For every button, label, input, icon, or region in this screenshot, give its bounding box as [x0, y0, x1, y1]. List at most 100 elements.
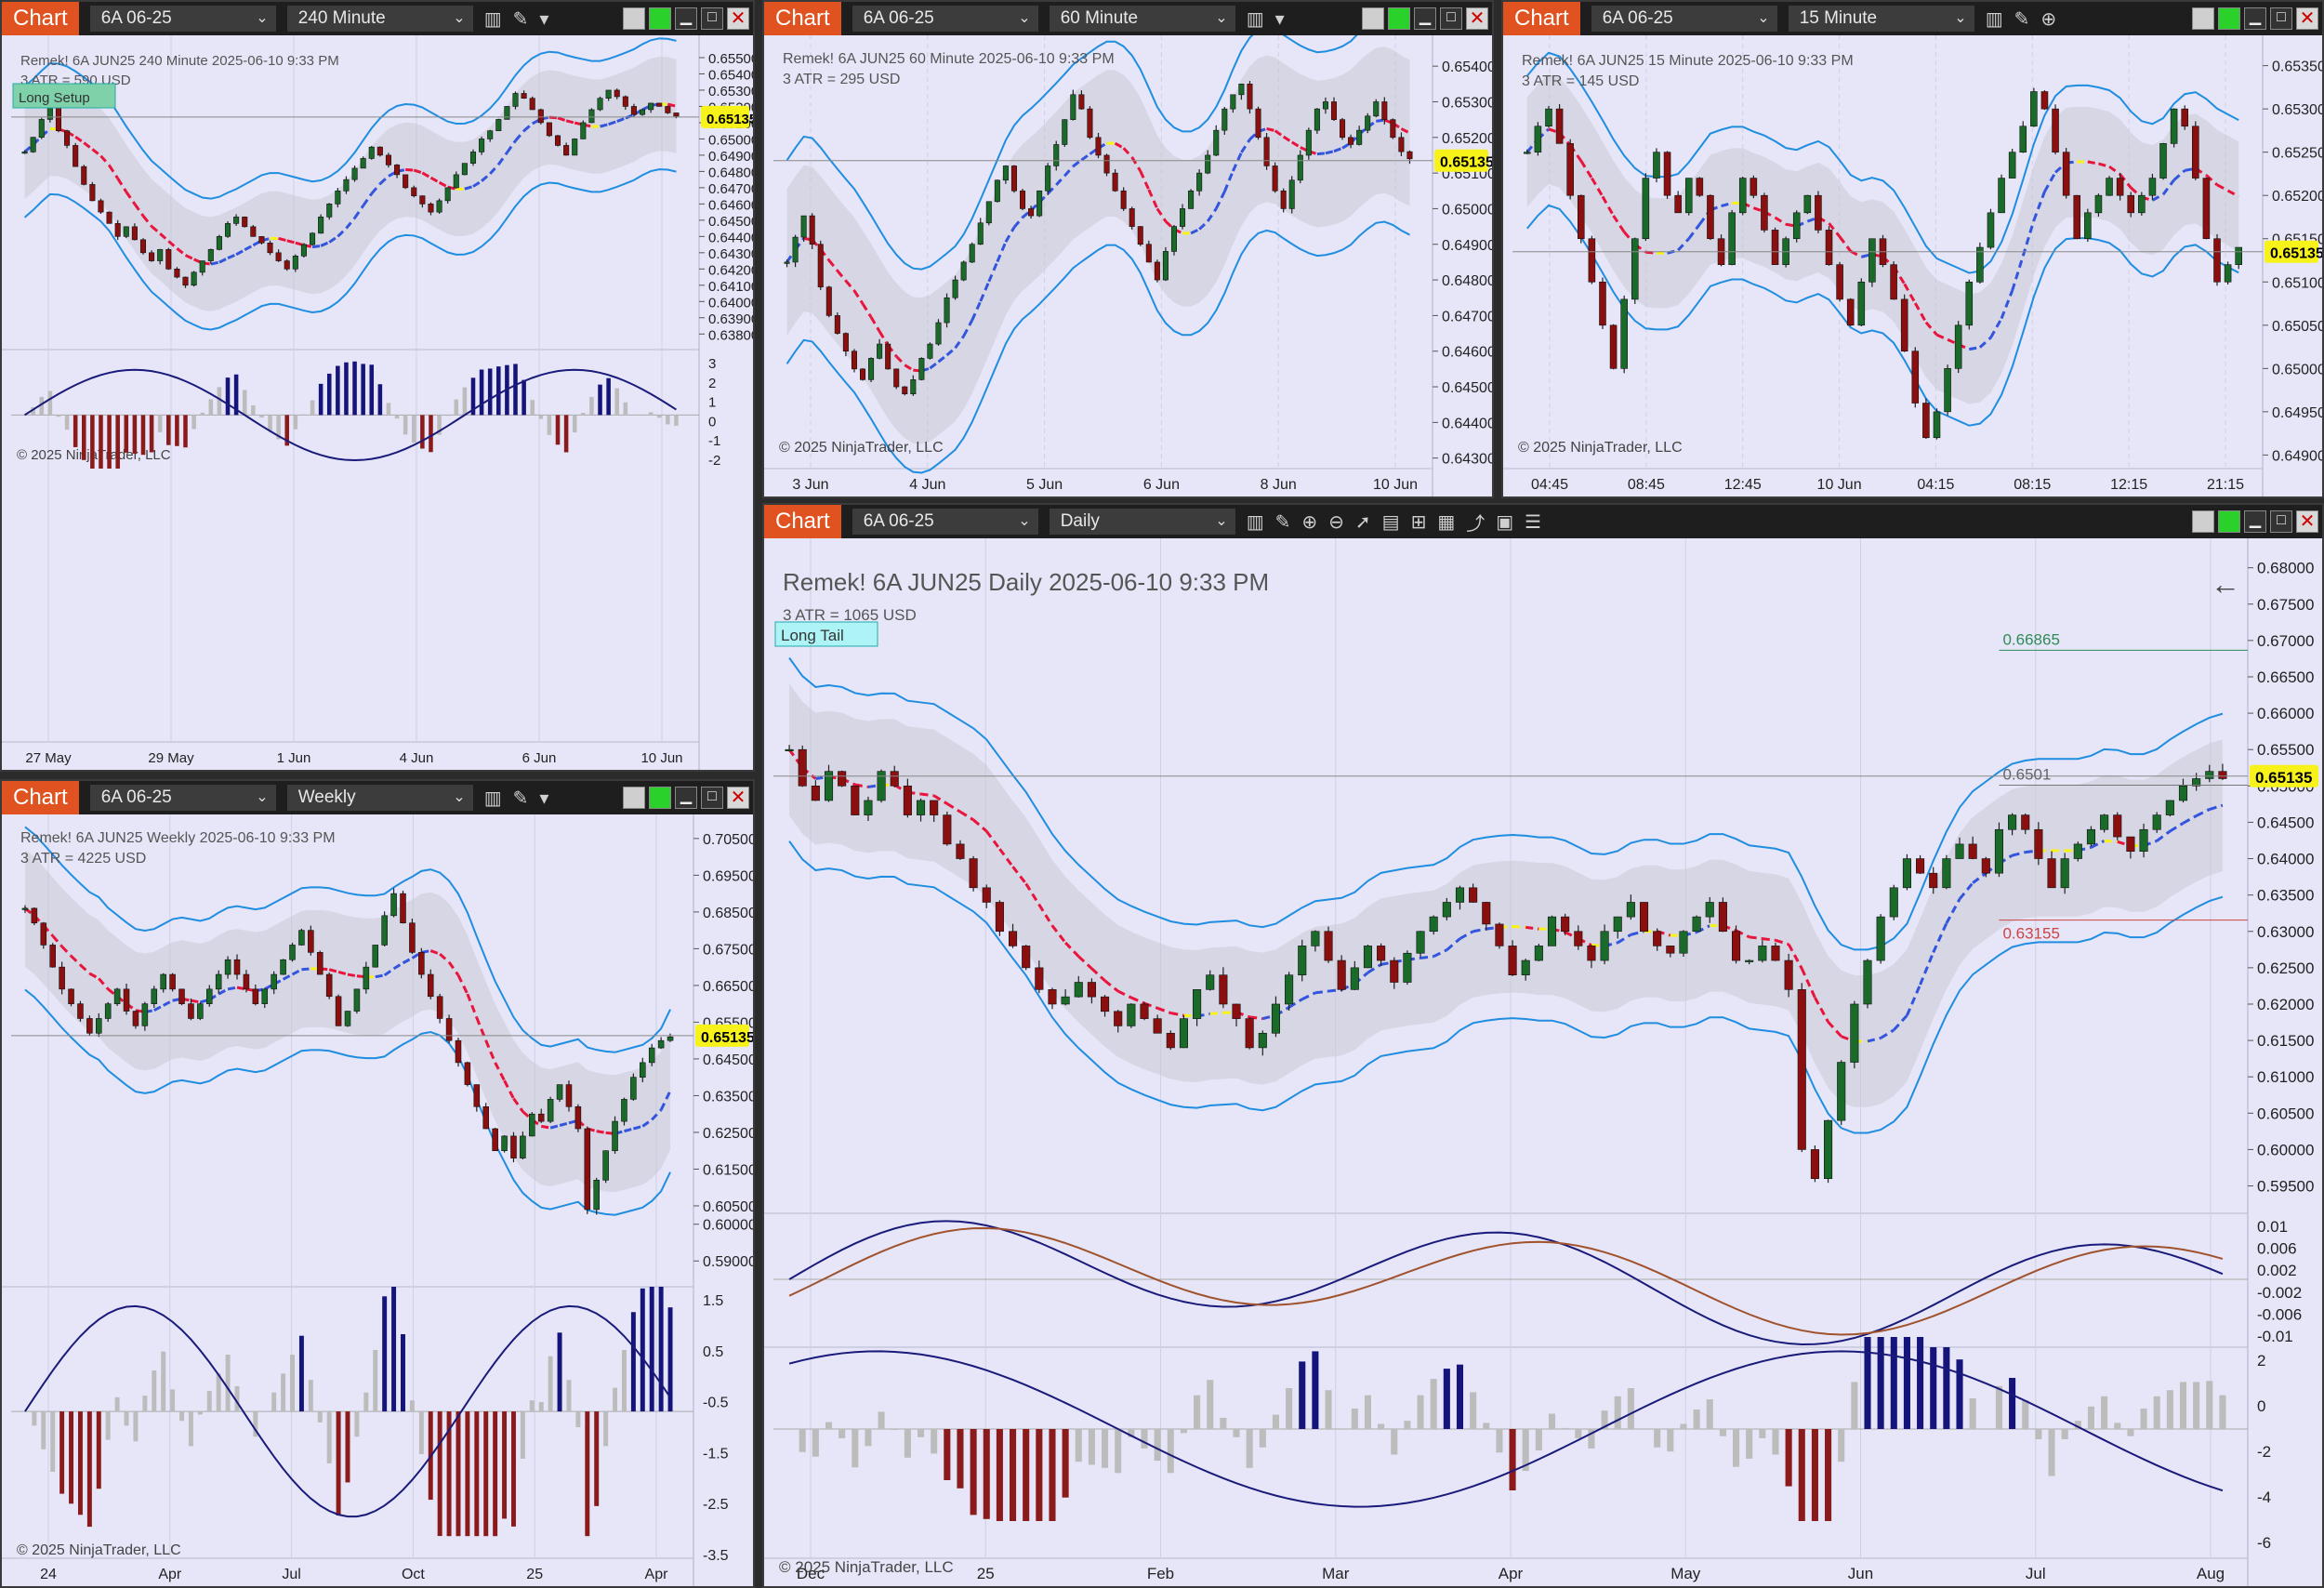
chart-menu-button[interactable]: Chart [764, 505, 841, 538]
templates-icon[interactable]: ▣ [1496, 511, 1514, 533]
zoom-in-icon[interactable]: ⊕ [1301, 511, 1318, 533]
interval-selector[interactable]: 60 Minute ⌄ [1049, 6, 1235, 32]
interval-selector[interactable]: 240 Minute ⌄ [286, 6, 473, 32]
tile-button[interactable] [2192, 510, 2214, 533]
x-tick-label: Jul [282, 1567, 300, 1582]
interval-selector[interactable]: 15 Minute ⌄ [1788, 6, 1974, 32]
back-arrow-icon[interactable]: ← [2211, 567, 2240, 601]
histogram-bar [983, 1429, 990, 1519]
chevron-down-icon[interactable]: ▾ [539, 8, 549, 30]
close-button[interactable]: ✕ [727, 787, 749, 809]
link-button[interactable] [649, 787, 671, 809]
histogram-bar [105, 1411, 111, 1440]
histogram-bar [354, 1411, 360, 1437]
cursor-icon[interactable]: ➚ [1354, 511, 1371, 533]
instrument-selector[interactable]: 6A 06-25 ⌄ [89, 785, 276, 811]
minimize-button[interactable]: ▁ [675, 7, 697, 30]
chart-canvas[interactable]: 27 May 29 May 1 Jun 4 Jun 6 Jun 10 Jun 0.6550 0… [2, 35, 753, 770]
copyright-label: © 2025 NinjaTrader, LLC [779, 1558, 954, 1576]
trend-line-segment [506, 139, 517, 154]
trend-line-segment [1114, 141, 1125, 150]
y-tick-label: 0.65250 [2272, 146, 2322, 162]
tile-button[interactable] [623, 787, 645, 809]
minimize-button[interactable]: ▁ [2244, 7, 2266, 30]
interval-selector[interactable]: Daily ⌄ [1049, 509, 1235, 535]
pencil-icon[interactable]: ✎ [1274, 511, 1291, 533]
link-button[interactable] [2218, 510, 2240, 533]
list-icon[interactable]: ☰ [1525, 511, 1542, 533]
bar-chart-icon[interactable]: ▥ [483, 787, 502, 809]
tile-button[interactable] [2192, 7, 2214, 30]
bar-chart-icon[interactable]: ▥ [1246, 511, 1264, 533]
chart-menu-button[interactable]: Chart [1503, 2, 1580, 35]
pencil-icon[interactable]: ✎ [512, 787, 529, 809]
bar-chart-icon[interactable]: ▥ [1985, 8, 2003, 30]
pencil-icon[interactable]: ✎ [2014, 8, 2030, 30]
trend-line-segment [600, 123, 610, 128]
trend-line-segment [1231, 152, 1243, 172]
chart-canvas[interactable]: 24 Apr Jul Oct 25 Apr 0.70500 0.69500 0.68500 0.6… [2, 814, 753, 1586]
histogram-bar [175, 415, 179, 446]
chart-canvas[interactable]: 3 Jun 4 Jun 5 Jun 6 Jun 8 Jun 10 Jun 0.65400 0.… [764, 35, 1492, 496]
x-tick-label: 6 Jun [522, 750, 557, 766]
properties-icon[interactable]: ⊞ [1410, 511, 1427, 533]
pencil-icon[interactable]: ✎ [512, 8, 529, 30]
maximize-button[interactable]: □ [701, 787, 723, 809]
histogram-bar [281, 1373, 286, 1412]
minimize-button[interactable]: ▁ [675, 787, 697, 809]
maximize-button[interactable]: □ [2270, 7, 2292, 30]
zoom-out-icon[interactable]: ⊖ [1328, 511, 1344, 533]
histogram-bar [1299, 1361, 1306, 1429]
instrument-selector[interactable]: 6A 06-25 ⌄ [89, 6, 276, 32]
upper-band-line [786, 35, 1358, 271]
chart-menu-button[interactable]: Chart [2, 781, 79, 814]
bar-chart-icon[interactable]: ▥ [483, 8, 502, 30]
trend-line-segment [2184, 166, 2197, 172]
link-button[interactable] [1388, 7, 1410, 30]
chevron-down-icon: ⌄ [1018, 513, 1031, 529]
minimize-button[interactable]: ▁ [1414, 7, 1436, 30]
candle-body [487, 130, 494, 139]
link-button[interactable] [649, 7, 671, 30]
trend-line-segment [1080, 152, 1091, 162]
trend-line-segment [1774, 216, 1787, 226]
link-button[interactable] [2218, 7, 2240, 30]
trend-line-segment [1122, 147, 1133, 159]
minimize-button[interactable]: ▁ [2244, 510, 2266, 533]
chart-menu-button[interactable]: Chart [764, 2, 841, 35]
chart-canvas[interactable]: Dec 25 Feb Mar Apr May Jun Jul Aug 0.68000 0.67500… [764, 538, 2322, 1586]
candle-body [985, 201, 992, 224]
indicators-icon[interactable]: ▦ [1437, 511, 1456, 533]
chevron-down-icon[interactable]: ▾ [1274, 8, 1285, 30]
strategies-icon[interactable]: ⤴ [1466, 513, 1486, 535]
instrument-selector[interactable]: 6A 06-25 ⌄ [1591, 6, 1777, 32]
chart-canvas[interactable]: 04:45 08:45 12:45 10 Jun 04:15 08:15 12:15 21:1… [1503, 35, 2322, 496]
tile-button[interactable] [623, 7, 645, 30]
data-box-icon[interactable]: ▤ [1381, 511, 1400, 533]
instrument-selector[interactable]: 6A 06-25 ⌄ [852, 6, 1038, 32]
candle-body [368, 146, 375, 159]
instrument-selector[interactable]: 6A 06-25 ⌄ [852, 509, 1038, 535]
close-button[interactable]: ✕ [1466, 7, 1488, 30]
histogram-bar [614, 388, 620, 416]
histogram-bar [1233, 1429, 1240, 1437]
x-tick-label: 6 Jun [1143, 477, 1180, 493]
maximize-button[interactable]: □ [2270, 510, 2292, 533]
tile-button[interactable] [1362, 7, 1384, 30]
close-button[interactable]: ✕ [2296, 7, 2318, 30]
chevron-down-icon[interactable]: ▾ [539, 787, 549, 809]
candle-body [207, 249, 214, 261]
close-button[interactable]: ✕ [2296, 510, 2318, 533]
candle-body [1846, 298, 1855, 326]
y-tick-label: 0.65050 [2272, 319, 2322, 335]
bar-chart-icon[interactable]: ▥ [1246, 8, 1264, 30]
maximize-button[interactable]: □ [701, 7, 723, 30]
close-button[interactable]: ✕ [727, 7, 749, 30]
trend-line-segment [559, 1121, 570, 1127]
maximize-button[interactable]: □ [1440, 7, 1462, 30]
interval-selector[interactable]: Weekly ⌄ [286, 785, 473, 811]
zoom-in-icon[interactable]: ⊕ [2040, 8, 2057, 30]
chart-menu-button[interactable]: Chart [2, 2, 79, 35]
candle-body [1288, 179, 1295, 209]
trend-line-segment [641, 1118, 654, 1128]
